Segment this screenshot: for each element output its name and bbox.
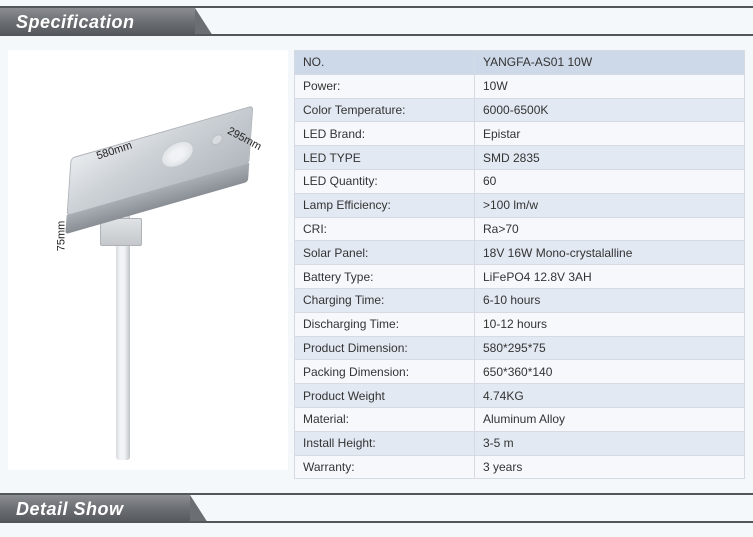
header-underline [0, 521, 753, 523]
spec-value: Aluminum Alloy [475, 407, 745, 431]
detail-show-header: Detail Show [0, 487, 753, 527]
spec-label: LED Quantity: [295, 169, 475, 193]
spec-label: LED TYPE [295, 146, 475, 170]
spec-value: 10-12 hours [475, 312, 745, 336]
spec-label: Discharging Time: [295, 312, 475, 336]
spec-value: 18V 16W Mono-crystalalline [475, 241, 745, 265]
spec-value: YANGFA-AS01 10W [475, 51, 745, 75]
spec-value: 10W [475, 74, 745, 98]
spec-label: Color Temperature: [295, 98, 475, 122]
spec-value: 6-10 hours [475, 288, 745, 312]
spec-value: 6000-6500K [475, 98, 745, 122]
detail-show-title: Detail Show [0, 499, 124, 520]
spec-value: 60 [475, 169, 745, 193]
table-row: LED Quantity:60 [295, 169, 745, 193]
spec-value: Epistar [475, 122, 745, 146]
spec-label: Charging Time: [295, 288, 475, 312]
header-bg: Specification [0, 8, 195, 36]
spec-label: CRI: [295, 217, 475, 241]
spec-label: Power: [295, 74, 475, 98]
table-row: Color Temperature:6000-6500K [295, 98, 745, 122]
spec-value: SMD 2835 [475, 146, 745, 170]
table-row: Warranty:3 years [295, 455, 745, 479]
table-row: Material:Aluminum Alloy [295, 407, 745, 431]
spec-label: Packing Dimension: [295, 360, 475, 384]
table-row: Discharging Time:10-12 hours [295, 312, 745, 336]
specification-header: Specification [0, 0, 753, 40]
header-arrow-icon [190, 495, 208, 523]
lamp-body [65, 105, 253, 234]
spec-label: LED Brand: [295, 122, 475, 146]
header-underline [0, 34, 753, 36]
table-row: Product Dimension:580*295*75 [295, 336, 745, 360]
spec-label: NO. [295, 51, 475, 75]
spec-value: >100 lm/w [475, 193, 745, 217]
content-area: 580mm 295mm 75mm NO.YANGFA-AS01 10WPower… [0, 40, 753, 485]
spec-value: 580*295*75 [475, 336, 745, 360]
spec-label: Material: [295, 407, 475, 431]
header-arrow-icon [195, 8, 213, 36]
table-row: Product Weight4.74KG [295, 384, 745, 408]
spec-label: Solar Panel: [295, 241, 475, 265]
table-row: LED TYPESMD 2835 [295, 146, 745, 170]
spec-value: Ra>70 [475, 217, 745, 241]
spec-label: Product Weight [295, 384, 475, 408]
table-row: Charging Time:6-10 hours [295, 288, 745, 312]
table-row: NO.YANGFA-AS01 10W [295, 51, 745, 75]
spec-label: Lamp Efficiency: [295, 193, 475, 217]
table-row: LED Brand:Epistar [295, 122, 745, 146]
table-row: Power:10W [295, 74, 745, 98]
spec-value: 4.74KG [475, 384, 745, 408]
specification-title: Specification [0, 12, 135, 33]
table-row: CRI:Ra>70 [295, 217, 745, 241]
header-bg: Detail Show [0, 495, 190, 523]
table-row: Install Height:3-5 m [295, 431, 745, 455]
table-row: Packing Dimension:650*360*140 [295, 360, 745, 384]
product-diagram: 580mm 295mm 75mm [8, 50, 288, 470]
dimension-height: 75mm [55, 221, 67, 252]
table-row: Battery Type:LiFePO4 12.8V 3AH [295, 265, 745, 289]
spec-value: 3 years [475, 455, 745, 479]
table-row: Solar Panel:18V 16W Mono-crystalalline [295, 241, 745, 265]
spec-value: 3-5 m [475, 431, 745, 455]
spec-label: Install Height: [295, 431, 475, 455]
spec-value: 650*360*140 [475, 360, 745, 384]
spec-label: Warranty: [295, 455, 475, 479]
table-row: Lamp Efficiency:>100 lm/w [295, 193, 745, 217]
spec-value: LiFePO4 12.8V 3AH [475, 265, 745, 289]
specification-table: NO.YANGFA-AS01 10WPower:10WColor Tempera… [294, 50, 745, 479]
spec-label: Battery Type: [295, 265, 475, 289]
spec-label: Product Dimension: [295, 336, 475, 360]
